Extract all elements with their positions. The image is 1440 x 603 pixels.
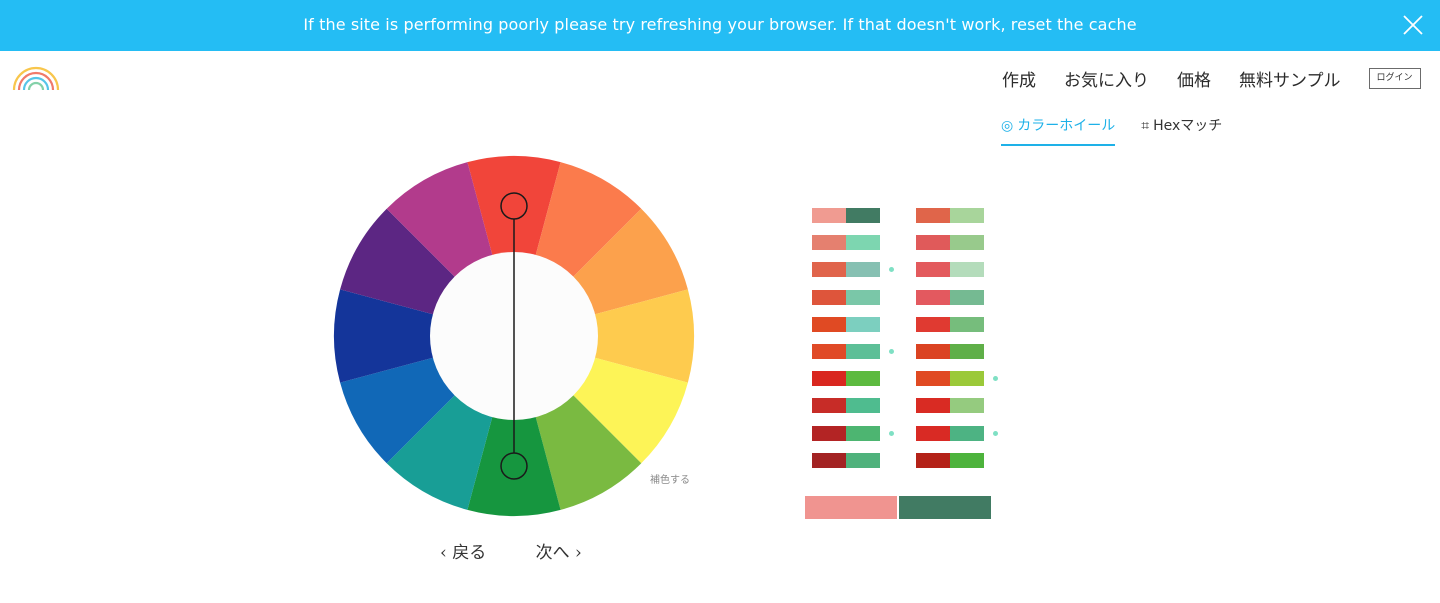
palette-swatch-pair[interactable] — [812, 208, 880, 223]
palette-swatch-pair[interactable] — [916, 371, 984, 386]
prev-button[interactable]: ‹ 戻る — [440, 543, 487, 563]
swatch-complement — [846, 426, 880, 441]
swatch-primary — [916, 398, 950, 413]
swatch-complement — [846, 453, 880, 468]
selection-dot-icon — [889, 431, 894, 436]
swatch-complement — [846, 290, 880, 305]
login-button[interactable]: ログイン — [1368, 68, 1421, 89]
swatch-complement — [846, 371, 880, 386]
palette-swatch-pair[interactable] — [812, 317, 880, 332]
palette-swatch-pair[interactable] — [916, 344, 984, 359]
selected-color-primary[interactable] — [805, 496, 897, 519]
target-icon: ◎ — [1001, 118, 1014, 134]
tab-color-wheel[interactable]: ◎ カラーホイール — [1001, 115, 1116, 146]
palette-swatch-pair[interactable] — [916, 317, 984, 332]
next-button[interactable]: 次へ › — [535, 543, 582, 563]
tab-hex-match[interactable]: ⌗ Hexマッチ — [1141, 115, 1222, 146]
swatch-primary — [812, 290, 846, 305]
color-wheel[interactable] — [333, 155, 695, 517]
swatch-complement — [950, 398, 984, 413]
palette-swatch-pair[interactable] — [916, 290, 984, 305]
swatch-primary — [812, 208, 846, 223]
nav-free-samples[interactable]: 無料サンプル — [1239, 71, 1341, 91]
palette-swatch-pair[interactable] — [916, 398, 984, 413]
wheel-segment[interactable] — [514, 289, 695, 383]
palette-swatch-pair[interactable] — [916, 426, 984, 441]
swatch-complement — [846, 262, 880, 277]
swatch-complement — [950, 371, 984, 386]
harmony-mode-label[interactable]: 補色する — [650, 475, 690, 486]
hash-icon: ⌗ — [1141, 118, 1150, 134]
swatch-primary — [916, 290, 950, 305]
swatch-complement — [950, 290, 984, 305]
swatch-primary — [916, 453, 950, 468]
swatch-primary — [916, 426, 950, 441]
selection-dot-icon — [993, 376, 998, 381]
palette-swatch-pair[interactable] — [916, 262, 984, 277]
swatch-primary — [812, 453, 846, 468]
swatch-primary — [812, 235, 846, 250]
nav-create[interactable]: 作成 — [1002, 71, 1036, 91]
selection-dot-icon — [889, 267, 894, 272]
handle-primary[interactable] — [500, 192, 528, 220]
swatch-complement — [846, 317, 880, 332]
nav-pricing[interactable]: 価格 — [1177, 71, 1211, 91]
palette-swatch-pair[interactable] — [812, 398, 880, 413]
swatch-primary — [812, 262, 846, 277]
swatch-complement — [846, 344, 880, 359]
swatch-complement — [950, 262, 984, 277]
handle-complement[interactable] — [500, 452, 528, 480]
swatch-complement — [950, 426, 984, 441]
palette-swatch-pair[interactable] — [812, 426, 880, 441]
swatch-complement — [846, 208, 880, 223]
notice-banner: If the site is performing poorly please … — [0, 0, 1440, 51]
main-nav: 作成 お気に入り 価格 無料サンプル ログイン — [1002, 66, 1421, 91]
palette-swatch-pair[interactable] — [812, 453, 880, 468]
swatch-primary — [916, 371, 950, 386]
swatch-primary — [812, 371, 846, 386]
swatch-complement — [950, 208, 984, 223]
rainbow-logo-icon[interactable] — [12, 65, 60, 91]
swatch-complement — [950, 453, 984, 468]
swatch-primary — [812, 398, 846, 413]
swatch-complement — [846, 398, 880, 413]
swatch-complement — [846, 235, 880, 250]
palette-swatch-pair[interactable] — [812, 290, 880, 305]
selection-dot-icon — [889, 349, 894, 354]
swatch-complement — [950, 317, 984, 332]
swatch-primary — [812, 344, 846, 359]
palette-swatch-pair[interactable] — [812, 235, 880, 250]
palette-swatch-pair[interactable] — [916, 453, 984, 468]
palette-swatch-pair[interactable] — [916, 208, 984, 223]
swatch-primary — [916, 208, 950, 223]
swatch-primary — [916, 344, 950, 359]
selected-color-complement[interactable] — [899, 496, 991, 519]
banner-message: If the site is performing poorly please … — [303, 15, 1137, 34]
swatch-primary — [812, 426, 846, 441]
palette-swatch-pair[interactable] — [812, 344, 880, 359]
swatch-primary — [916, 235, 950, 250]
swatch-primary — [812, 317, 846, 332]
palette-swatch-pair[interactable] — [812, 262, 880, 277]
tab-label: カラーホイール — [1017, 118, 1116, 134]
nav-favorites[interactable]: お気に入り — [1064, 71, 1149, 91]
selection-dot-icon — [993, 431, 998, 436]
swatch-complement — [950, 344, 984, 359]
wheel-segment[interactable] — [333, 289, 514, 383]
palette-swatch-pair[interactable] — [812, 371, 880, 386]
swatch-complement — [950, 235, 984, 250]
palette-swatch-pair[interactable] — [916, 235, 984, 250]
pager: ‹ 戻る 次へ › — [440, 538, 582, 563]
close-icon[interactable] — [1402, 14, 1424, 36]
tab-label: Hexマッチ — [1153, 118, 1223, 134]
swatch-primary — [916, 262, 950, 277]
mode-tabs: ◎ カラーホイール ⌗ Hexマッチ — [1001, 115, 1248, 146]
swatch-primary — [916, 317, 950, 332]
